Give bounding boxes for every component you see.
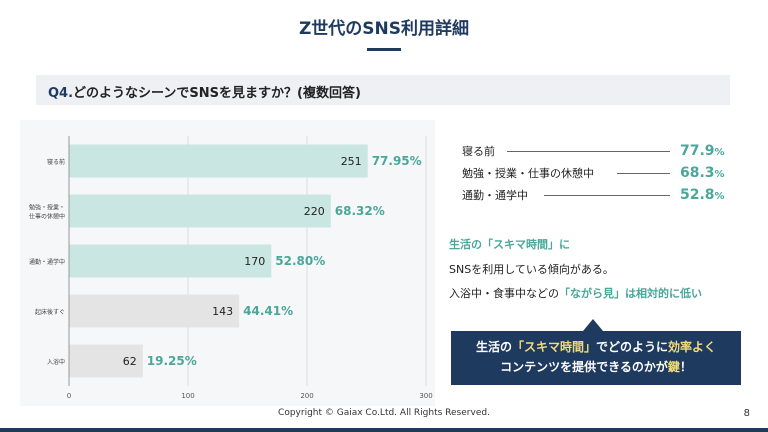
value-label-4: 62 bbox=[123, 355, 137, 368]
x-tick-label-2: 200 bbox=[300, 392, 313, 400]
value-label-1: 220 bbox=[304, 205, 325, 218]
category-label-4: 入浴中 bbox=[47, 358, 65, 366]
x-tick-label-3: 300 bbox=[419, 392, 432, 400]
category-label-0: 寝る前 bbox=[47, 158, 65, 166]
callout-arrow bbox=[583, 319, 603, 331]
percent-label-1: 68.32% bbox=[335, 204, 385, 218]
value-label-2: 170 bbox=[244, 255, 265, 268]
bar-chart: 0 100 200 300 寝る前 251 77.95% 勉強・授業・仕事の休憩中 220 68.… bbox=[29, 136, 433, 400]
highlight-leader-2 bbox=[544, 195, 670, 196]
value-label-0: 251 bbox=[341, 155, 362, 168]
bottom-strip bbox=[0, 428, 768, 432]
percent-label-4: 19.25% bbox=[147, 354, 197, 368]
category-label-3: 起床後すぐ bbox=[35, 308, 65, 316]
question-number: Q4. bbox=[48, 86, 74, 101]
percent-label-2: 52.80% bbox=[275, 254, 325, 268]
bar-3 bbox=[69, 294, 240, 328]
percent-label-3: 44.41% bbox=[243, 304, 293, 318]
page-title: Z世代のSNS利用詳細 bbox=[298, 19, 470, 39]
highlight-label-2: 通勤・通学中 bbox=[462, 189, 528, 202]
highlight-value-2: 52.8% bbox=[680, 187, 725, 203]
highlight-leader-0 bbox=[507, 151, 670, 152]
question-text: Q4.どのようなシーンでSNSを見ますか？(複数回答) bbox=[48, 82, 361, 101]
note-line-3: 入浴中・食事中などの「ながら見」は相対的に低い bbox=[449, 287, 702, 300]
bar-4 bbox=[69, 344, 143, 378]
highlight-label-1: 勉強・授業・仕事の休憩中 bbox=[462, 167, 594, 180]
question-banner bbox=[36, 75, 730, 105]
bar-0 bbox=[69, 144, 368, 178]
footer-copyright: Copyright © Gaiax Co.Ltd. All Rights Res… bbox=[278, 408, 490, 418]
category-label-1-1: 仕事の休憩中 bbox=[29, 213, 65, 221]
highlight-leader-1 bbox=[617, 173, 670, 174]
value-label-3: 143 bbox=[212, 305, 233, 318]
x-tick-label-1: 100 bbox=[181, 392, 194, 400]
bar-1 bbox=[69, 194, 331, 228]
percent-label-0: 77.95% bbox=[372, 154, 422, 168]
category-label-2: 通勤・通学中 bbox=[29, 258, 65, 266]
category-label-1-0: 勉強・授業・ bbox=[29, 204, 65, 212]
note-line-1: 生活の「スキマ時間」に bbox=[449, 238, 570, 251]
highlight-label-0: 寝る前 bbox=[462, 145, 495, 158]
bar-2 bbox=[69, 244, 272, 278]
question-body: どのようなシーンでSNSを見ますか？(複数回答) bbox=[73, 86, 361, 101]
highlight-value-0: 77.9% bbox=[680, 143, 725, 159]
callout-box: 生活の「スキマ時間」でどのように効率よく コンテンツを提供できるのかが鍵！ bbox=[451, 331, 741, 385]
callout-line-1: 生活の「スキマ時間」でどのように効率よく bbox=[475, 340, 717, 354]
page-number: 8 bbox=[743, 408, 750, 419]
callout-line-2: コンテンツを提供できるのかが鍵！ bbox=[500, 360, 692, 374]
x-tick-label-0: 0 bbox=[67, 392, 71, 400]
highlight-value-1: 68.3% bbox=[680, 165, 725, 181]
title-underline bbox=[367, 48, 401, 51]
note-line-2: SNSを利用している傾向がある。 bbox=[449, 263, 614, 276]
